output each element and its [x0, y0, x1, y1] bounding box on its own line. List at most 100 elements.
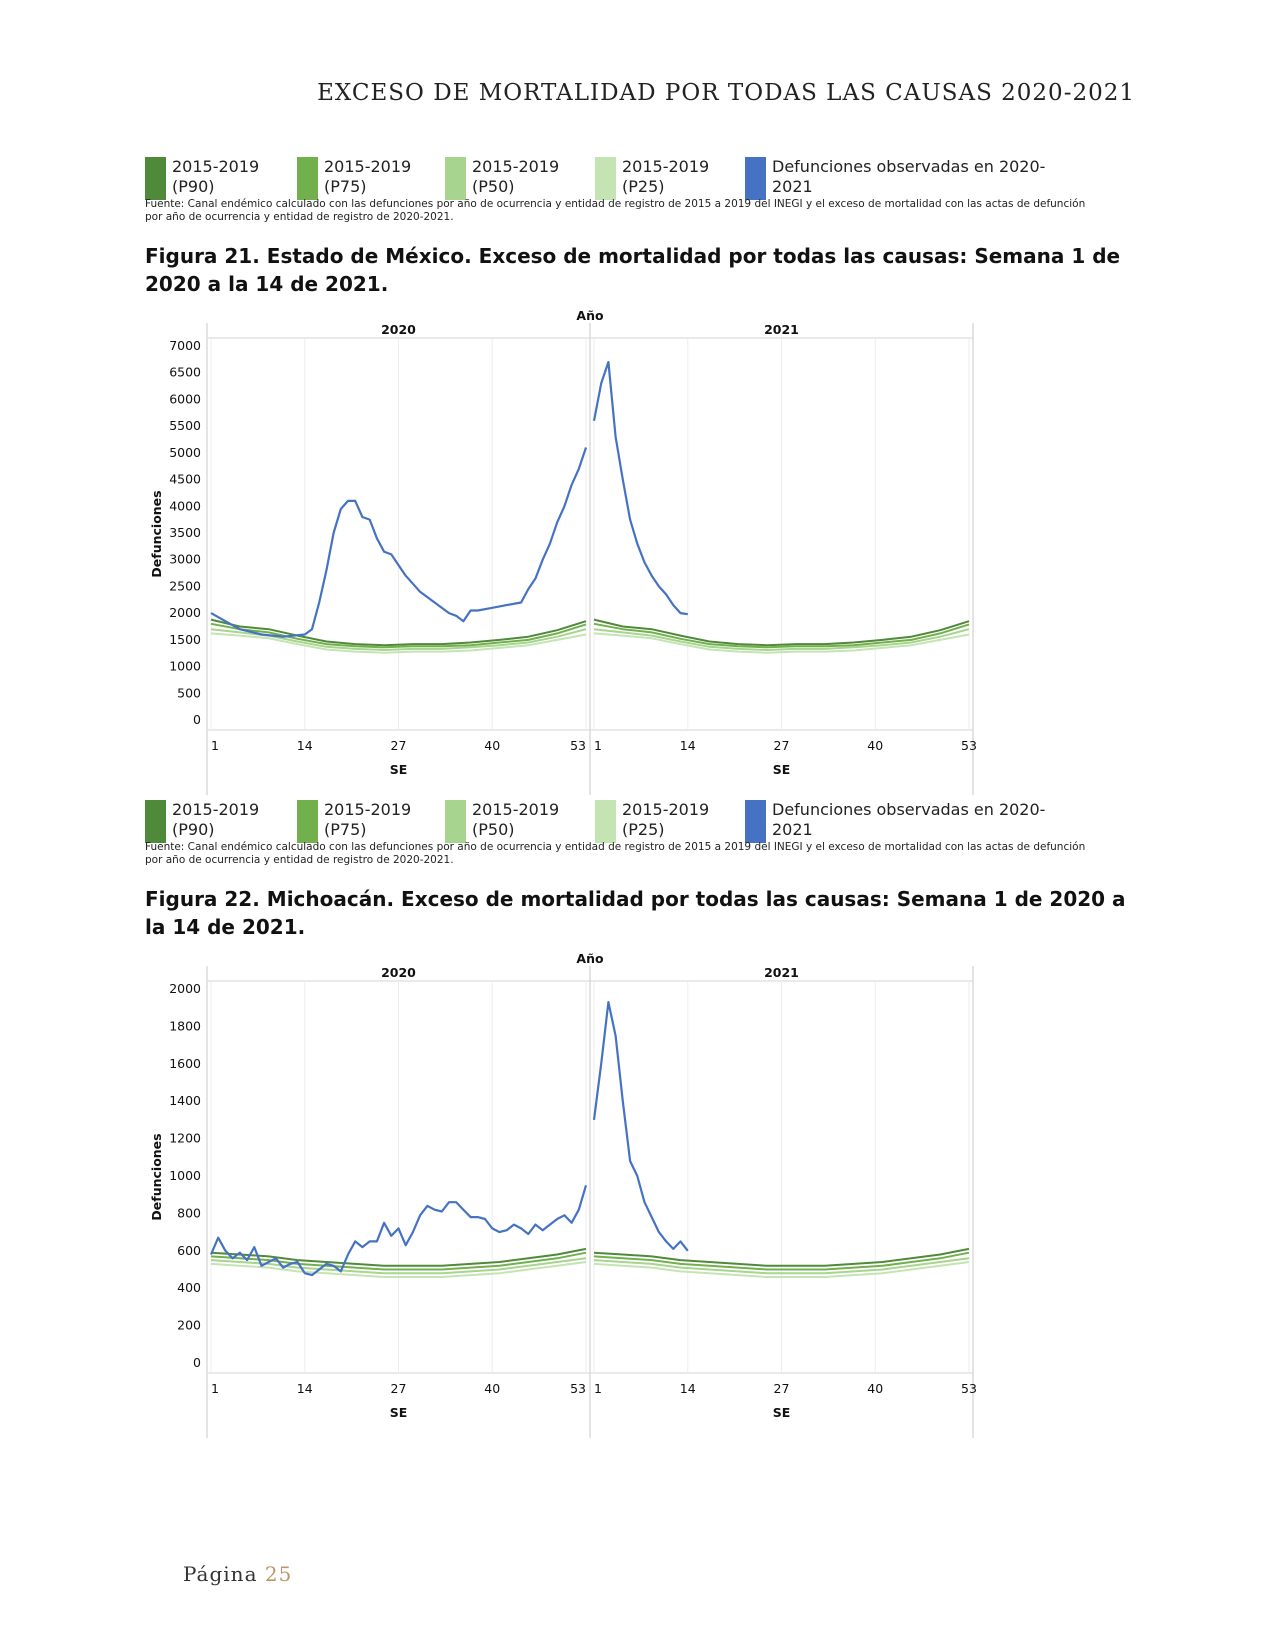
- y-tick-label: 600: [177, 1243, 201, 1258]
- figure-22-title: Figura 22. Michoacán. Exceso de mortalid…: [145, 887, 1126, 939]
- x-tick-label: 27: [774, 738, 790, 753]
- series-percentile-line: [210, 632, 587, 654]
- page-footer: Página 25: [183, 1562, 292, 1586]
- y-tick-label: 0: [193, 712, 201, 727]
- y-tick-label: 3500: [169, 525, 201, 540]
- legend-label: 2015-2019 (P75): [324, 157, 412, 196]
- x-tick-label: 1: [211, 1381, 219, 1396]
- chart-figure-22: 0 200 400 600 800 1000 1200 1400 1600 1800 2000 Año…: [145, 948, 1045, 1438]
- legend-label: Defunciones observadas en 2020- 2021: [772, 800, 1046, 839]
- x-axis-title: SE: [390, 762, 408, 777]
- x-tick-label: 53: [570, 738, 586, 753]
- legend-swatch: [297, 157, 318, 200]
- series-percentile-line: [210, 618, 587, 647]
- legend-item: 2015-2019 (P50): [445, 800, 559, 846]
- legend-item: 2015-2019 (P25): [595, 157, 709, 203]
- x-tick-label: 14: [297, 738, 313, 753]
- series-percentile-line: [593, 618, 970, 647]
- legend-label: 2015-2019 (P75): [324, 800, 412, 839]
- legend-label: 2015-2019 (P25): [622, 157, 710, 196]
- legend-label: 2015-2019 (P50): [472, 157, 560, 196]
- legend-swatch: [445, 800, 466, 843]
- y-tick-label: 1000: [169, 1168, 201, 1183]
- y-tick-label: 400: [177, 1280, 201, 1295]
- x-tick-label: 53: [570, 1381, 586, 1396]
- x-tick-label: 40: [867, 738, 883, 753]
- x-tick-label: 27: [774, 1381, 790, 1396]
- y-axis-title: Defunciones: [149, 1133, 164, 1220]
- legend-swatch: [595, 157, 616, 200]
- top-axis-title: Año: [576, 308, 604, 323]
- page-header: EXCESO DE MORTALIDAD POR TODAS LAS CAUSA…: [317, 80, 1135, 106]
- series-percentile-line: [593, 632, 970, 654]
- y-tick-label: 4000: [169, 498, 201, 513]
- legend-item: 2015-2019 (P25): [595, 800, 709, 846]
- y-tick-label: 1200: [169, 1131, 201, 1146]
- footer-label: Página: [183, 1562, 258, 1586]
- page-number: 25: [264, 1562, 293, 1586]
- series-percentile-line: [593, 1247, 970, 1267]
- source-note-1: Fuente: Canal endémico calculado con las…: [145, 198, 1086, 223]
- y-tick-label: 0: [193, 1355, 201, 1370]
- legend-swatch: [745, 800, 766, 843]
- y-tick-label: 2000: [169, 981, 201, 996]
- y-axis-title: Defunciones: [149, 490, 164, 577]
- x-tick-label: 27: [391, 738, 407, 753]
- x-tick-label: 14: [680, 738, 696, 753]
- panel-label: 2021: [764, 965, 799, 980]
- legend-item: Defunciones observadas en 2020- 2021: [745, 157, 1045, 203]
- y-tick-label: 1500: [169, 632, 201, 647]
- series-observed-line: [592, 1000, 689, 1252]
- x-axis-title: SE: [773, 1405, 791, 1420]
- y-tick-label: 1800: [169, 1018, 201, 1033]
- x-tick-label: 53: [961, 1381, 977, 1396]
- series-percentile-line: [593, 622, 970, 649]
- chart-svg: 0 500 1000 1500 2000 2500 3000 3500 4000 4500 5000…: [149, 308, 977, 795]
- panel-label: 2020: [381, 322, 416, 337]
- x-tick-label: 1: [594, 1381, 602, 1396]
- y-tick-label: 4500: [169, 472, 201, 487]
- legend-item: 2015-2019 (P75): [297, 157, 411, 203]
- legend-label: 2015-2019 (P25): [622, 800, 710, 839]
- legend-swatch: [145, 800, 166, 843]
- series-percentile-line: [593, 1261, 970, 1278]
- y-tick-label: 5500: [169, 418, 201, 433]
- series-percentile-line: [210, 1247, 587, 1267]
- y-tick-label: 1400: [169, 1093, 201, 1108]
- y-tick-label: 6500: [169, 365, 201, 380]
- y-tick-label: 2000: [169, 605, 201, 620]
- x-tick-label: 1: [594, 738, 602, 753]
- y-tick-label: 1000: [169, 659, 201, 674]
- chart-figure-21: 0 500 1000 1500 2000 2500 3000 3500 4000 4500 5000…: [145, 305, 1045, 795]
- y-tick-label: 3000: [169, 552, 201, 567]
- series-percentile-line: [593, 1251, 970, 1271]
- x-tick-label: 40: [484, 738, 500, 753]
- y-tick-label: 500: [177, 685, 201, 700]
- panel-label: 2020: [381, 965, 416, 980]
- legend-item: 2015-2019 (P90): [145, 157, 259, 203]
- legend-swatch: [445, 157, 466, 200]
- legend-label: 2015-2019 (P50): [472, 800, 560, 839]
- top-axis-title: Año: [576, 951, 604, 966]
- x-tick-label: 40: [867, 1381, 883, 1396]
- x-tick-label: 27: [391, 1381, 407, 1396]
- x-tick-label: 1: [211, 738, 219, 753]
- series-observed-line: [209, 1184, 588, 1277]
- panel-label: 2021: [764, 322, 799, 337]
- chart-legend-1: 2015-2019 (P90) 2015-2019 (P75) 2015-2019 …: [145, 157, 1105, 203]
- x-tick-label: 53: [961, 738, 977, 753]
- y-tick-label: 7000: [169, 338, 201, 353]
- x-tick-label: 14: [680, 1381, 696, 1396]
- series-observed-line: [210, 447, 588, 638]
- chart-legend-2: 2015-2019 (P90) 2015-2019 (P75) 2015-2019 …: [145, 800, 1105, 846]
- y-tick-label: 6000: [169, 391, 201, 406]
- legend-swatch: [297, 800, 318, 843]
- legend-label: Defunciones observadas en 2020- 2021: [772, 157, 1046, 196]
- series-percentile-line: [593, 628, 970, 651]
- legend-label: 2015-2019 (P90): [172, 800, 260, 839]
- series-percentile-line: [210, 1257, 587, 1275]
- legend-item: 2015-2019 (P75): [297, 800, 411, 846]
- series-percentile-line: [210, 622, 587, 649]
- legend-swatch: [595, 800, 616, 843]
- series-observed-line: [592, 360, 688, 616]
